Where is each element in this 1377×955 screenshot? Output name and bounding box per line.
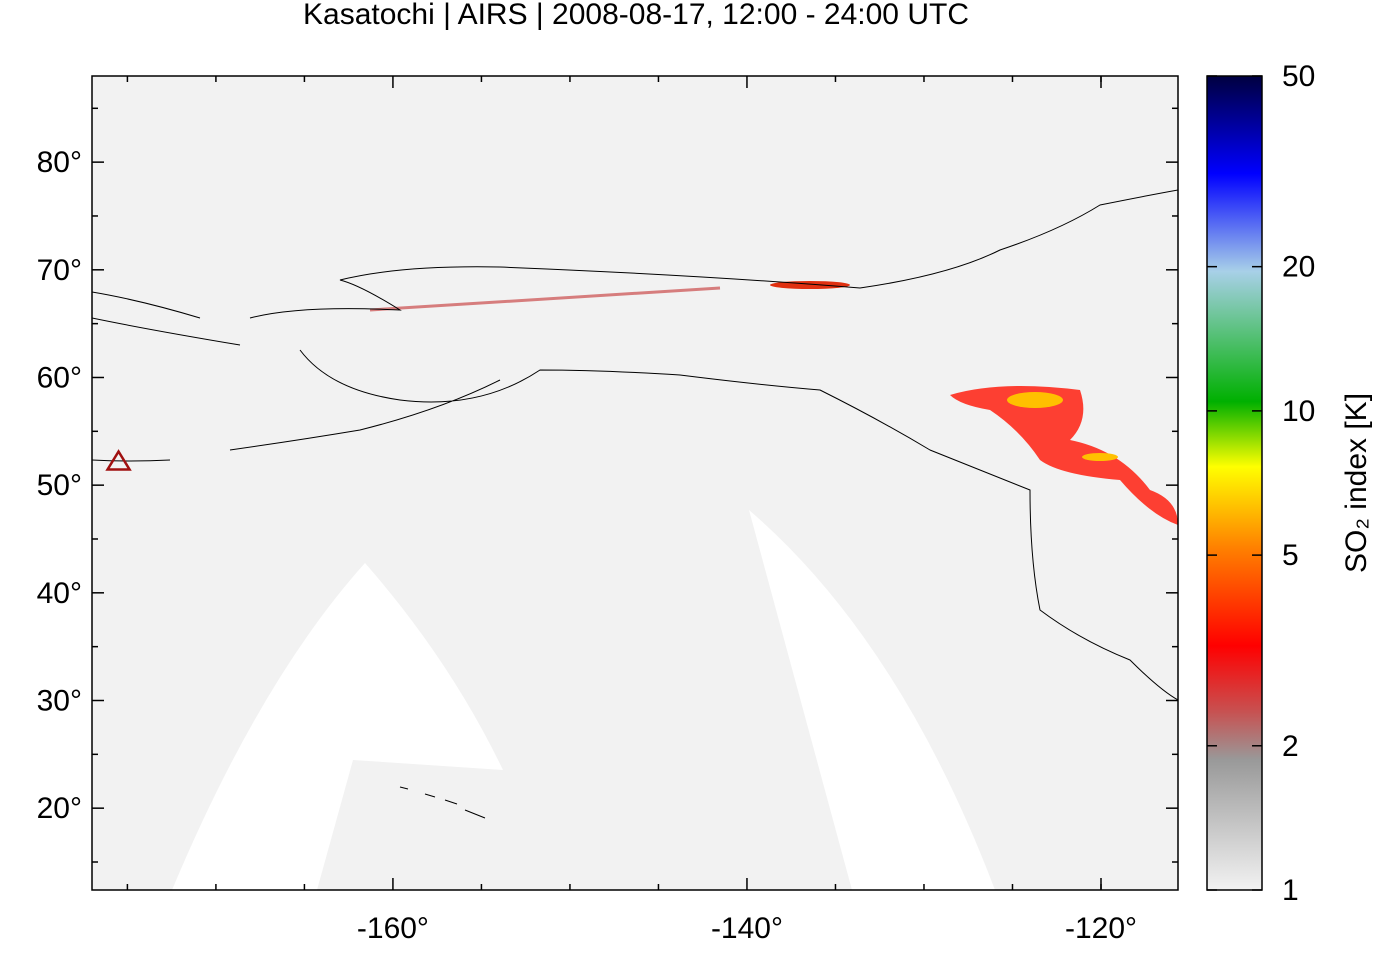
colorbar-tick-label: 5: [1282, 539, 1299, 572]
colorbar-tick-label: 2: [1282, 730, 1299, 763]
colorbar: [1206, 75, 1263, 891]
swath-gap: [749, 510, 995, 890]
y-tick-label: 40°: [37, 577, 82, 610]
y-tick-label: 20°: [37, 792, 82, 825]
x-tick-label: -160°: [357, 912, 429, 945]
y-tick-label: 60°: [37, 361, 82, 394]
colorbar-tick-label: 50: [1282, 60, 1315, 93]
y-tick-label: 30°: [37, 684, 82, 717]
map-layer: [92, 189, 1178, 890]
swath-gap: [172, 563, 503, 890]
plume: [950, 386, 1178, 525]
coastline: [399, 786, 486, 819]
plume: [369, 286, 721, 312]
y-tick-label: 80°: [37, 146, 82, 179]
colorbar-tick-label: 1: [1282, 874, 1299, 907]
y-tick-label: 50°: [37, 469, 82, 502]
volcano-marker: [105, 449, 132, 471]
coastline: [92, 189, 1178, 701]
colorbar-tick-label: 20: [1282, 251, 1315, 284]
plume: [1007, 392, 1063, 408]
x-tick-label: -140°: [711, 912, 783, 945]
x-tick-label: -120°: [1065, 912, 1137, 945]
plume: [1082, 453, 1118, 461]
y-tick-label: 70°: [37, 254, 82, 287]
chart-title: Kasatochi | AIRS | 2008-08-17, 12:00 - 2…: [303, 0, 969, 31]
colorbar-label: SO₂ index [K]: [1340, 393, 1373, 573]
plot-frame: [91, 75, 1179, 891]
colorbar-tick-label: 10: [1282, 395, 1315, 428]
